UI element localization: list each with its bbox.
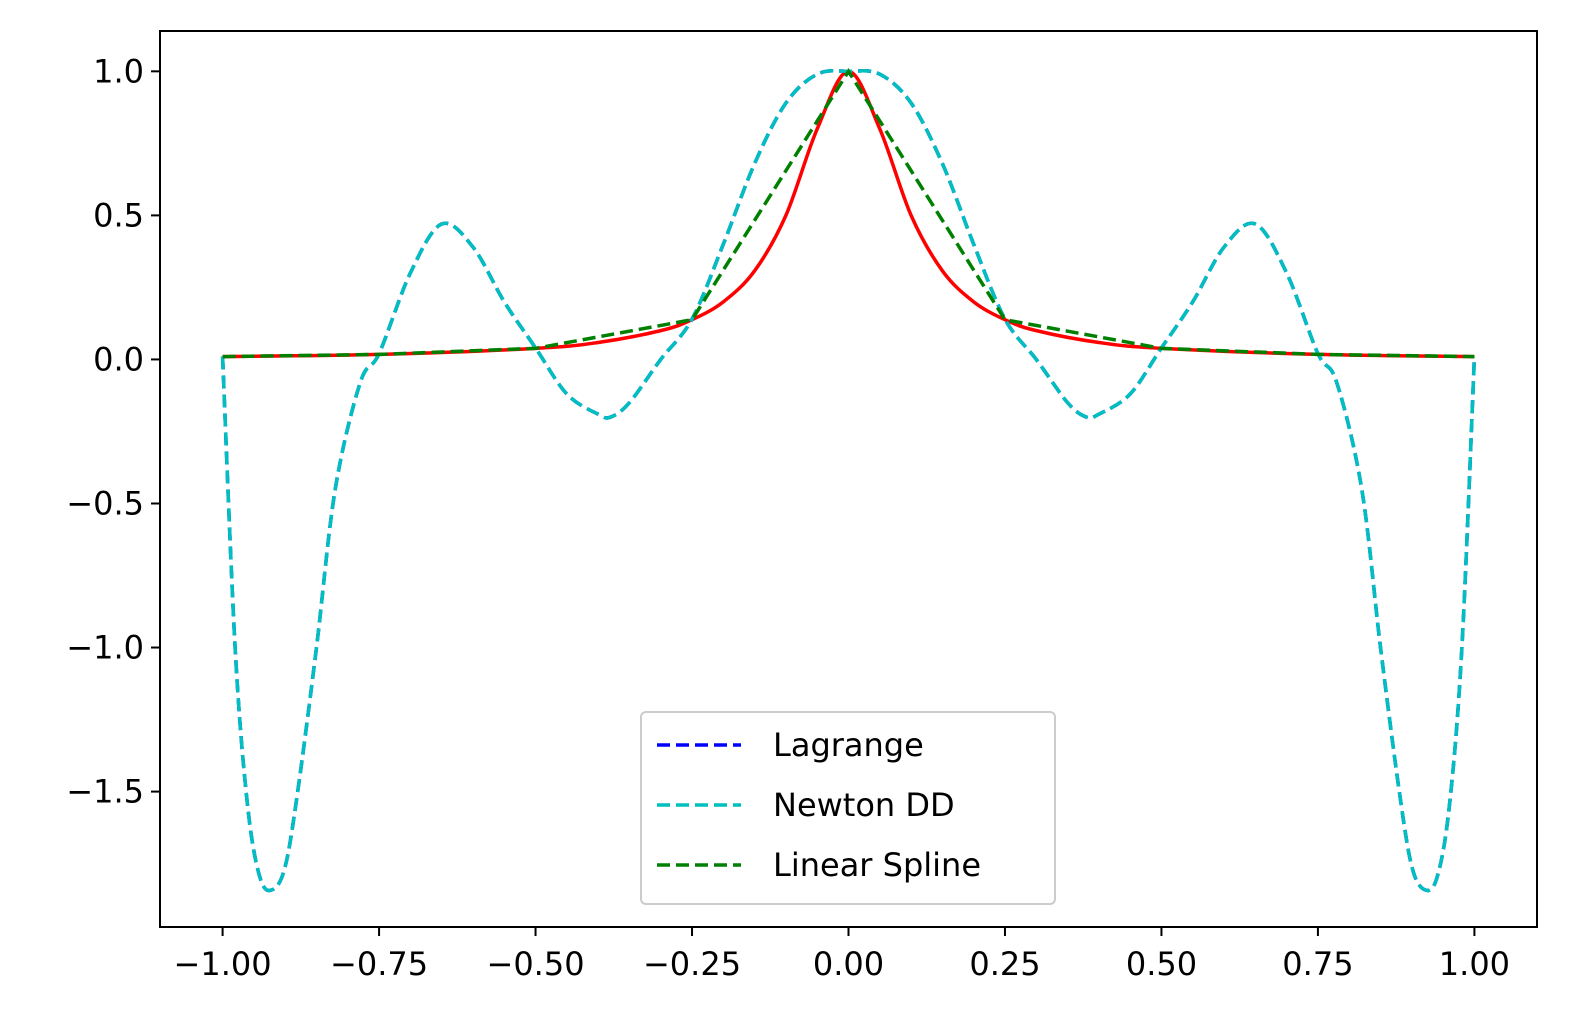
x-tick-label: −0.50 (487, 945, 585, 983)
y-tick-label: −0.5 (66, 484, 144, 522)
y-axis-ticks: 1.0 0.5 0.0 −0.5 −1.0 −1.5 (66, 52, 160, 811)
x-tick-label: 0.25 (969, 945, 1040, 983)
y-tick-label: 0.5 (93, 196, 144, 234)
series-line-linear-spline (222, 68, 1475, 359)
y-tick-label: 1.0 (93, 52, 144, 90)
x-tick-label: −0.25 (643, 945, 741, 983)
x-tick-label: 1.00 (1439, 945, 1510, 983)
x-tick-label: −0.75 (330, 945, 428, 983)
x-tick-label: 0.50 (1126, 945, 1197, 983)
series-layer (220, 68, 1477, 893)
legend: Lagrange Newton DD Linear Spline (640, 711, 1056, 905)
y-tick-label: −1.5 (66, 773, 144, 811)
y-tick-label: 0.0 (93, 340, 144, 378)
plot-area-frame (159, 30, 1538, 928)
x-tick-label: −1.00 (174, 945, 272, 983)
x-tick-label: 0.75 (1282, 945, 1353, 983)
x-axis-ticks: −1.00 −0.75 −0.50 −0.25 0.00 0.25 0.50 0.75 1.00 (174, 927, 1510, 983)
y-tick-label: −1.0 (66, 629, 144, 667)
legend-box (640, 711, 1056, 905)
legend-label-newton-dd: Newton DD (773, 786, 955, 824)
x-tick-label: 0.00 (813, 945, 884, 983)
legend-label-linear-spline: Linear Spline (773, 846, 981, 884)
legend-label-lagrange: Lagrange (773, 726, 924, 764)
